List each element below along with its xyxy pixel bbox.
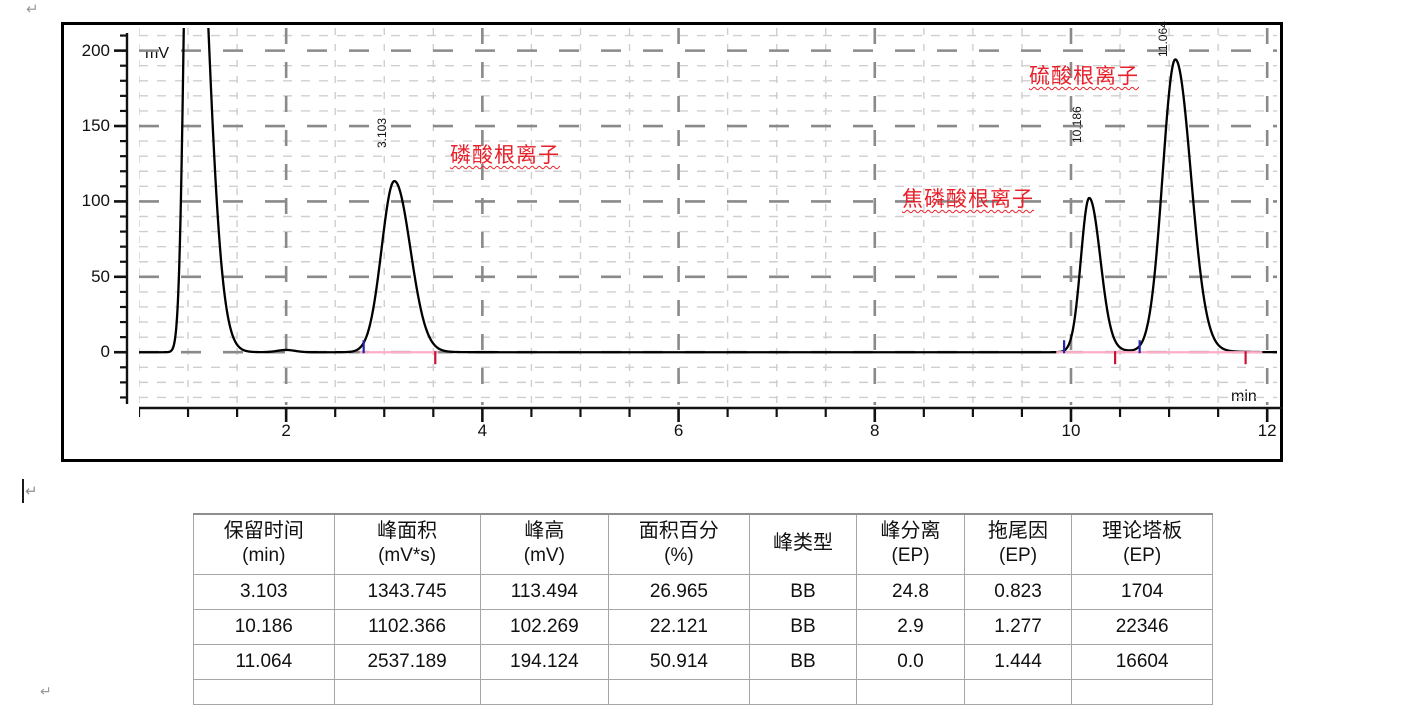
y-tick-label: 50: [91, 266, 110, 286]
table-cell: 1102.366: [333, 608, 481, 645]
peak-results-table: 保留时间 (min) 峰面积 (mV*s) 峰高 (mV) 面积百分 (%) 峰类型 峰分离 (EP…: [193, 512, 1213, 705]
table-column-header: 面积百分 (%): [608, 512, 750, 575]
table-cell: [333, 678, 481, 705]
y-tick-label: 100: [81, 191, 110, 211]
table-cell: 22.121: [608, 608, 750, 645]
table-cell: 3.103: [193, 573, 335, 610]
table-cell: 0.823: [963, 573, 1073, 610]
peak-retention-time-label: 10.186: [1070, 106, 1085, 144]
table-cell: 1704: [1071, 573, 1213, 610]
x-tick-label: 12: [1257, 421, 1277, 440]
header-name: 峰高: [524, 520, 565, 542]
header-unit: (EP): [891, 545, 930, 566]
table-cell: 10.186: [193, 608, 335, 645]
text-cursor: ↵: [22, 478, 38, 504]
table-column-header: 峰面积 (mV*s): [333, 512, 481, 575]
table-cell: BB: [748, 608, 858, 645]
table-column-header: 峰分离 (EP): [856, 512, 965, 575]
header-name: 峰类型: [772, 531, 833, 554]
header-unit: (EP): [999, 545, 1038, 566]
table-row: 3.103 1343.745 113.494 26.965 BB 24.8 0.823 170…: [193, 573, 1213, 610]
y-axis-unit-label: mV: [145, 45, 169, 62]
header-unit: (mV*s): [378, 545, 437, 566]
table-row: 11.064 2537.189 194.124 50.914 BB 0.0 1.444 166…: [193, 643, 1213, 680]
x-tick-label: 8: [870, 421, 880, 440]
table-cell: 113.494: [479, 573, 610, 610]
table-column-header: 保留时间 (min): [193, 512, 335, 575]
table-cell: [193, 678, 335, 705]
x-tick-label: 10: [1061, 421, 1081, 440]
header-unit: (EP): [1123, 545, 1162, 566]
grid-lines: [139, 28, 1277, 405]
header-name: 面积百分: [638, 520, 719, 542]
table-row: [193, 678, 1213, 705]
caret: [22, 479, 24, 503]
header-unit: (%): [664, 545, 694, 566]
table-cell: 194.124: [479, 643, 610, 680]
header-unit: (mV): [523, 545, 565, 566]
table-cell: BB: [748, 643, 858, 680]
table-header: 保留时间 (min) 峰面积 (mV*s) 峰高 (mV) 面积百分 (%) 峰类型 峰分离 (EP…: [193, 512, 1213, 575]
plot-area: [139, 28, 1277, 405]
header-name: 峰分离: [880, 520, 941, 542]
peak-retention-time-label: 3.103: [375, 117, 390, 148]
table-cell: [479, 678, 610, 705]
table-cell: [1071, 678, 1213, 705]
table-cell: [856, 678, 965, 705]
table-cell: 0.0: [856, 643, 965, 680]
paragraph-mark-top: ↵: [26, 1, 39, 18]
table-cell: 50.914: [608, 643, 750, 680]
table-cell: 11.064: [193, 643, 335, 680]
table-body: 3.103 1343.745 113.494 26.965 BB 24.8 0.823 170…: [193, 573, 1213, 705]
table-cell: [963, 678, 1073, 705]
paragraph-mark-bottom: ↵: [40, 683, 52, 699]
ion-annotation: 焦磷酸根离子: [902, 187, 1034, 211]
header-unit: (min): [242, 545, 286, 566]
y-axis-ticks: [114, 33, 129, 404]
chromatogram-trace: [139, 28, 1277, 365]
table-column-header: 峰高 (mV): [479, 512, 610, 575]
chromatogram-chart: mV min 0 50 100 150 200 2 4 6 8 10 12 3.103 10.186…: [61, 21, 1284, 462]
header-name: 拖尾因: [988, 520, 1049, 542]
table-cell: 1.277: [963, 608, 1073, 645]
header-name: 保留时间: [223, 520, 304, 542]
table-cell: 22346: [1071, 608, 1213, 645]
table-column-header: 理论塔板 (EP): [1071, 512, 1213, 575]
x-tick-label: 4: [477, 421, 488, 440]
y-tick-label: 0: [100, 342, 110, 362]
table-column-header: 拖尾因 (EP): [963, 512, 1073, 575]
table-cell: BB: [748, 573, 858, 610]
x-axis-unit-label: min: [1231, 388, 1257, 405]
table-row: 10.186 1102.366 102.269 22.121 BB 2.9 1.277 223…: [193, 608, 1213, 645]
table-header-row: 保留时间 (min) 峰面积 (mV*s) 峰高 (mV) 面积百分 (%) 峰类型 峰分离 (EP…: [193, 512, 1213, 575]
table-cell: 16604: [1071, 643, 1213, 680]
peak-retention-time-label: 11.064: [1156, 21, 1171, 58]
table-cell: 1.444: [963, 643, 1073, 680]
x-tick-label: 6: [673, 421, 684, 440]
y-axis: 0 50 100 150 200: [64, 25, 139, 410]
x-axis-ticks: [139, 406, 1283, 422]
y-tick-label: 150: [81, 116, 110, 136]
x-axis: 2 4 6 8 10 12: [139, 405, 1284, 461]
table-column-header: 峰类型: [748, 512, 858, 575]
table-cell: 1343.745: [333, 573, 481, 610]
header-name: 理论塔板: [1102, 520, 1183, 542]
table-cell: 24.8: [856, 573, 965, 610]
table-cell: 26.965: [608, 573, 750, 610]
table-cell: [608, 678, 750, 705]
header-name: 峰面积: [377, 520, 438, 542]
x-tick-label: 2: [281, 421, 291, 440]
table-cell: 2537.189: [333, 643, 481, 680]
y-tick-label: 200: [81, 40, 110, 60]
table-cell: 2.9: [856, 608, 965, 645]
paragraph-mark-cursor: ↵: [25, 482, 38, 500]
ion-annotation: 磷酸根离子: [450, 143, 560, 167]
table-cell: 102.269: [479, 608, 610, 645]
ion-annotation: 硫酸根离子: [1029, 64, 1139, 88]
table-cell: [748, 678, 858, 705]
